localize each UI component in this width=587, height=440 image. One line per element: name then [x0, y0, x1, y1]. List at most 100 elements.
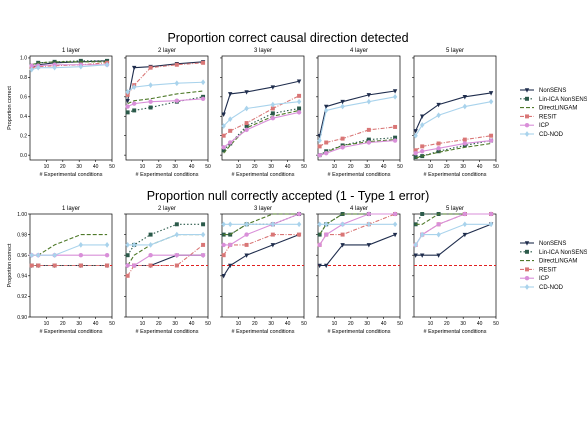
data-point: [221, 253, 226, 258]
legend-marker: [525, 267, 529, 272]
series-line-lin-ica-nonsens: [127, 223, 204, 256]
y-tick-label: 0.4: [20, 114, 27, 120]
panel-frame: [413, 55, 497, 161]
data-point: [200, 79, 206, 86]
data-point: [52, 263, 57, 268]
series-line-lin-ica-nonsens: [127, 96, 204, 113]
data-point: [174, 222, 179, 227]
data-point: [270, 101, 276, 108]
data-point: [392, 93, 398, 100]
panel-frame: [125, 55, 209, 161]
legend-marker: [525, 249, 529, 254]
legend-label: RESIT: [539, 114, 557, 120]
data-point: [125, 263, 130, 268]
data-point: [296, 211, 302, 217]
y-axis-label: Proportion correct: [7, 86, 13, 130]
series-line-cd-nod: [319, 96, 396, 141]
x-tick-label: 10: [236, 321, 242, 327]
x-axis-label: # Experimental conditions: [136, 172, 199, 178]
panel-title: 3 layer: [254, 206, 272, 212]
legend-marker: [524, 131, 530, 137]
panel-title: 4 layer: [350, 48, 368, 54]
data-point: [413, 253, 418, 258]
data-point: [125, 110, 130, 115]
data-point: [148, 99, 153, 104]
data-point: [125, 273, 130, 278]
series-line-resit: [223, 234, 300, 256]
series-line-icp: [415, 140, 492, 154]
data-point: [221, 274, 226, 279]
data-point: [420, 253, 425, 258]
data-point: [436, 102, 441, 108]
panel-0-3: 4 layer 10 20 30 40 50 # Experimental conditio…: [316, 48, 403, 178]
x-axis-label: # Experimental conditions: [424, 172, 487, 178]
data-point: [29, 252, 34, 259]
data-point: [244, 232, 249, 237]
x-tick-label: 30: [76, 321, 82, 327]
data-point: [366, 137, 371, 142]
data-point: [462, 103, 468, 110]
x-tick-label: 30: [268, 164, 274, 170]
panel-title: 5 layer: [446, 206, 464, 212]
data-point: [317, 263, 322, 269]
y-tick-label: 1.00: [17, 212, 27, 218]
data-point: [148, 232, 153, 237]
series-line-directlingam: [31, 234, 108, 256]
x-tick-label: 20: [348, 164, 354, 170]
data-point: [174, 263, 179, 268]
data-point: [317, 242, 322, 248]
data-point: [125, 92, 130, 97]
data-point: [174, 98, 180, 103]
data-point: [324, 107, 329, 114]
series-group: [29, 234, 110, 269]
data-point: [340, 232, 345, 237]
data-point: [132, 108, 137, 113]
data-point: [148, 82, 153, 89]
data-point: [228, 242, 233, 248]
data-point: [148, 242, 153, 248]
data-point: [270, 106, 275, 111]
x-tick-label: 30: [460, 164, 466, 170]
data-point: [125, 98, 130, 104]
series-line-cd-nod: [31, 244, 108, 256]
legend-marker: [525, 96, 529, 101]
x-tick-label: 50: [109, 164, 115, 170]
series-group: [125, 60, 206, 115]
x-tick-label: 50: [301, 321, 307, 327]
x-tick-label: 20: [444, 164, 450, 170]
y-tick-label: 0.92: [17, 294, 27, 300]
x-tick-label: 30: [76, 164, 82, 170]
legend-marker: [524, 284, 530, 290]
x-tick-label: 50: [493, 321, 499, 327]
panel-0-1: 2 layer 10 20 30 40 50 # Experimental conditio…: [124, 48, 211, 178]
data-point: [221, 148, 226, 153]
y-tick-label: 0.96: [17, 253, 27, 259]
panel-1-4: 5 layer 10 20 30 40 50 # Experimental conditio…: [412, 206, 499, 335]
x-tick-label: 50: [301, 164, 307, 170]
x-tick-label: 20: [444, 321, 450, 327]
data-point: [125, 89, 130, 95]
x-tick-label: 20: [252, 321, 258, 327]
data-point: [132, 84, 137, 90]
legend-label: Lin-ICA NonSENS: [539, 97, 587, 103]
legend-label: ICP: [539, 276, 549, 282]
data-point: [436, 149, 441, 154]
data-point: [148, 263, 153, 268]
panel-1-3: 4 layer 10 20 30 40 50 # Experimental conditio…: [316, 206, 403, 335]
data-point: [221, 242, 226, 248]
legend-marker: [525, 114, 529, 119]
data-point: [78, 253, 84, 258]
data-point: [148, 253, 153, 258]
data-point: [174, 253, 180, 258]
data-point: [366, 243, 372, 248]
x-tick-label: 50: [397, 321, 403, 327]
data-point: [104, 242, 110, 248]
data-point: [462, 221, 468, 228]
data-point: [462, 137, 467, 142]
x-tick-label: 20: [60, 164, 66, 170]
x-tick-label: 10: [332, 164, 338, 170]
data-point: [228, 263, 233, 269]
data-point: [462, 95, 468, 100]
data-point: [366, 211, 372, 217]
data-point: [324, 263, 329, 269]
